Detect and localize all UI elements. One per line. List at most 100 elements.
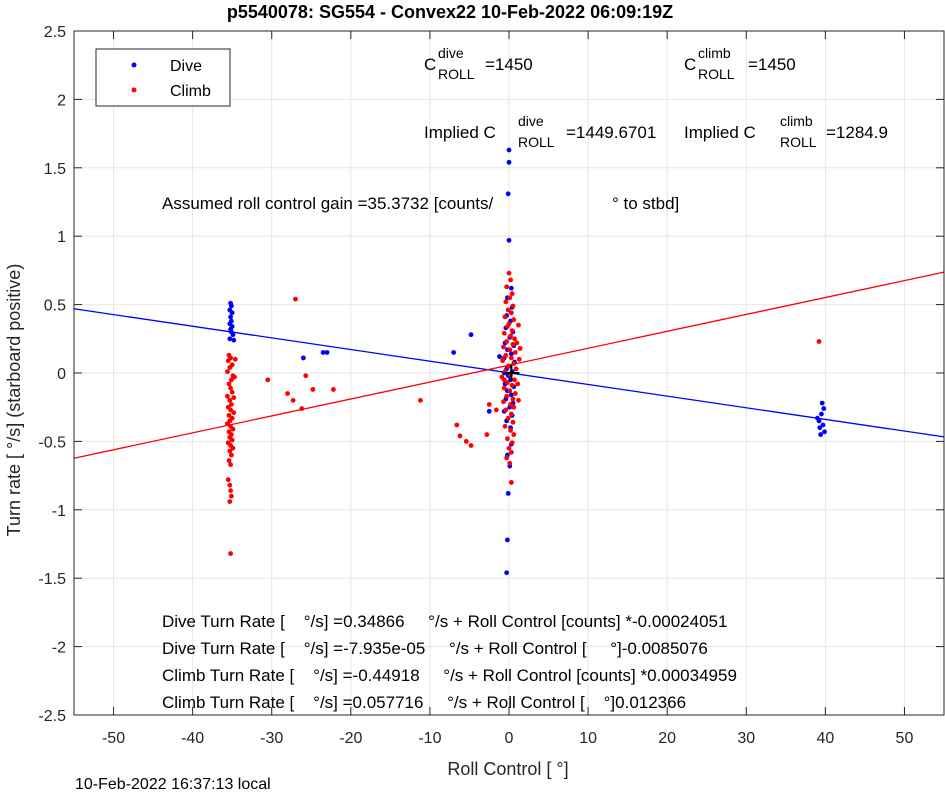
data-point-dive [451,350,457,355]
c-dive-base: C [424,55,436,74]
data-point-climb [508,402,513,407]
x-tick-label: -50 [102,730,125,747]
y-tick-label: -0.5 [38,434,66,451]
data-point-climb [508,428,513,433]
data-point-dive [497,354,502,359]
data-point-climb [501,330,507,336]
y-tick-label: -2 [52,640,66,657]
data-point-climb [225,358,231,364]
data-point-dive [820,422,826,428]
data-point-climb [468,443,474,448]
data-point-climb [232,356,238,362]
data-point-dive [228,314,234,320]
data-point-climb [299,406,305,411]
data-point-climb [516,322,521,328]
data-point-climb [516,356,522,362]
data-point-climb [225,421,230,427]
data-point-climb [229,437,235,443]
data-point-climb [506,270,512,276]
x-tick-label: 0 [505,730,514,747]
data-point-climb [505,436,510,442]
x-tick-label: 10 [579,730,597,747]
c-climb-sub: ROLL [698,66,735,82]
footer-timestamp: 10-Feb-2022 16:37:13 local [75,776,271,792]
data-point-climb [225,393,230,399]
data-point-dive [229,310,235,316]
x-tick-label: -40 [181,730,204,747]
data-point-climb [290,397,296,403]
implied-dive-value: =1449.6701 [566,123,656,142]
c-dive-value: =1450 [485,55,533,74]
legend-label-dive: Dive [170,58,202,75]
data-point-climb [504,393,510,399]
data-point-climb [228,385,234,391]
implied-dive-sup: dive [518,113,544,129]
equation-dive-counts: Dive Turn Rate [ °/s] =0.34866 °/s + Rol… [162,612,727,631]
data-point-climb [511,432,517,437]
implied-climb-value: =1284.9 [826,123,888,142]
data-point-climb [512,377,517,383]
implied-dive-base: Implied C [424,123,496,142]
data-point-climb [502,423,508,429]
data-point-climb [231,410,237,416]
data-point-climb [514,340,520,346]
data-point-climb [503,407,509,413]
data-point-climb [816,339,822,344]
y-tick-label: -2.5 [38,708,66,725]
data-point-climb [499,374,505,380]
gain-annotation-unit: ° to stbd] [612,194,679,213]
data-point-climb [507,460,513,466]
data-point-climb [225,477,231,483]
x-tick-label: 50 [896,730,914,747]
data-point-climb [510,341,516,347]
data-point-dive [508,351,514,357]
data-point-climb [503,352,509,358]
data-point-climb [507,295,513,301]
data-point-climb [454,422,460,428]
data-point-climb [505,363,511,369]
data-point-climb [512,336,517,342]
x-tick-label: 30 [737,730,755,747]
implied-dive-sub: ROLL [518,134,555,150]
data-point-climb [227,365,233,370]
data-point-climb [285,391,290,396]
data-point-dive [506,147,512,153]
data-point-climb [509,382,515,388]
data-point-climb [228,402,234,407]
data-point-climb [228,452,234,458]
data-point-dive [508,392,514,398]
x-axis-label: Roll Control [ °] [447,759,568,779]
data-point-dive [227,336,233,342]
y-tick-label: 1 [57,229,66,246]
data-point-climb [512,391,518,396]
data-point-dive [821,406,827,411]
data-point-climb [418,397,423,403]
x-tick-label: 40 [816,730,834,747]
data-point-climb [226,458,232,463]
data-point-climb [510,303,516,309]
data-point-climb [303,373,309,379]
data-point-dive [505,537,510,543]
data-point-climb [232,374,237,380]
data-point-dive [468,332,474,338]
data-point-climb [503,299,509,305]
y-tick-label: 2 [57,92,66,109]
legend-marker-climb [131,87,137,93]
data-point-dive [817,425,823,431]
data-point-climb [515,381,521,387]
data-point-climb [227,482,233,488]
data-point-climb [486,402,492,407]
data-point-climb [507,388,513,394]
data-point-climb [501,399,506,405]
data-point-climb [310,387,316,392]
data-point-dive [505,191,511,197]
data-point-climb [509,291,515,297]
x-tick-label: -20 [339,730,362,747]
data-point-climb [230,426,236,432]
data-point-climb [227,397,233,403]
axis-ticks: -50 -40 -30 -20 -10 0 10 20 30 40 50-2.5-2-1.5-1-0… [38,24,944,747]
data-point-climb [226,413,232,418]
data-point-climb [510,419,516,425]
data-point-climb [493,407,499,413]
